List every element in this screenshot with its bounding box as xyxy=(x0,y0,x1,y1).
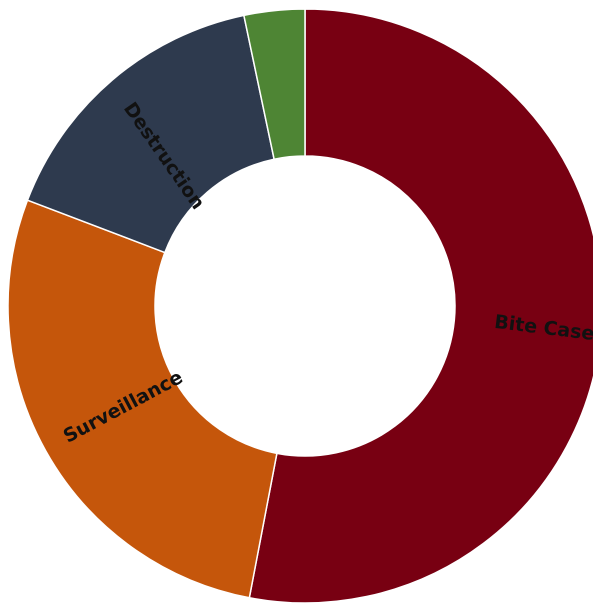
slice-destruction xyxy=(26,14,276,254)
slice-surveillance xyxy=(7,199,278,599)
slice-unlabeled-3 xyxy=(242,8,306,161)
slice-bite-cases xyxy=(248,8,593,604)
slices-group xyxy=(7,8,593,604)
